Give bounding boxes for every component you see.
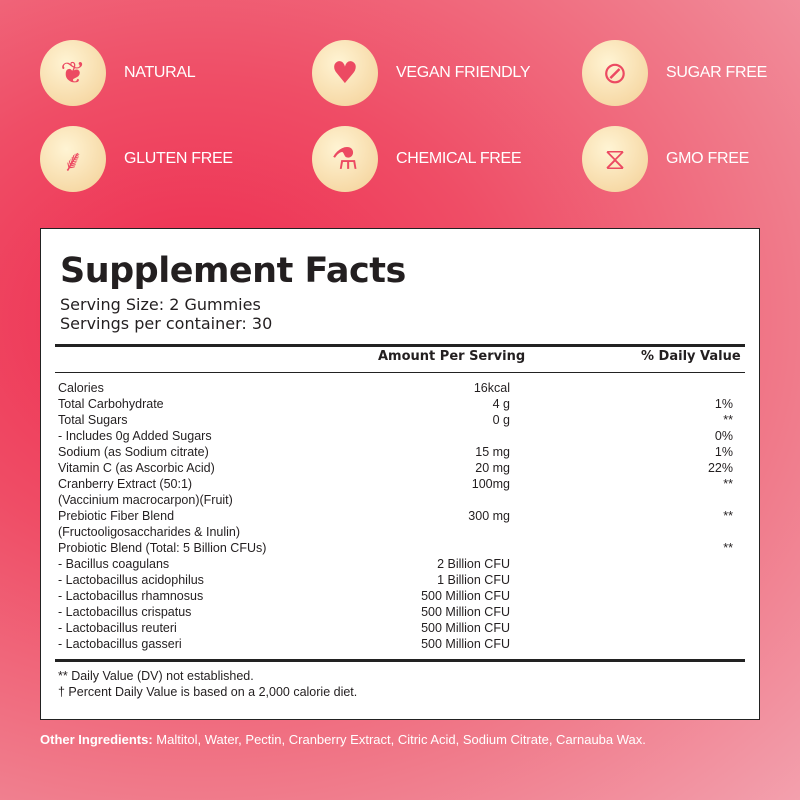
facts-row: Sodium (as Sodium citrate) 15 mg 1% [58, 445, 733, 461]
nutrient-amount: 1 Billion CFU [437, 573, 510, 587]
facts-row: (Fructooligosaccharides & Inulin) [58, 525, 733, 541]
nutrient-name: Calories [58, 381, 104, 395]
nutrient-amount: 16kcal [473, 381, 510, 395]
no-candy-icon: ⊘ [582, 40, 648, 106]
nutrient-amount: 20 mg [475, 461, 510, 475]
other-ingredients-label: Other Ingredients: [40, 732, 153, 747]
nutrient-name: - Includes 0g Added Sugars [58, 429, 212, 443]
facts-row: - Bacillus coagulans 2 Billion CFU [58, 557, 733, 573]
nutrient-name: - Lactobacillus rhamnosus [58, 589, 204, 603]
nutrient-dv: 22% [707, 461, 733, 475]
facts-row: Total Carbohydrate 4 g 1% [58, 397, 733, 413]
nutrient-name: Probiotic Blend (Total: 5 Billion CFUs) [58, 541, 267, 555]
badge-label: GMO FREE [666, 150, 749, 167]
facts-row: Probiotic Blend (Total: 5 Billion CFUs) *… [58, 541, 733, 557]
facts-row: Vitamin C (as Ascorbic Acid) 20 mg 22% [58, 461, 733, 477]
nutrient-name: Total Sugars [58, 413, 128, 427]
facts-row: - Lactobacillus crispatus 500 Million CFU [58, 605, 733, 621]
nutrient-amount: 500 Million CFU [421, 589, 510, 603]
facts-row: - Lactobacillus gasseri 500 Million CFU [58, 637, 733, 653]
footnote-dv: ** Daily Value (DV) not established. [58, 669, 254, 683]
leaf-icon: ❦ [40, 40, 106, 106]
nutrient-amount: 500 Million CFU [421, 637, 510, 651]
nutrient-amount: 300 mg [468, 509, 510, 523]
supplement-facts-panel: Supplement Facts Serving Size: 2 Gummies… [40, 228, 760, 720]
nutrient-dv: 0% [714, 429, 733, 443]
nutrient-amount: 15 mg [475, 445, 510, 459]
nutrient-name: - Lactobacillus reuteri [58, 621, 177, 635]
servings-per-container: Servings per container: 30 [60, 314, 273, 333]
nutrient-name: - Bacillus coagulans [58, 557, 170, 571]
badge: ♥ VEGAN FRIENDLY [312, 40, 531, 106]
badge-label: SUGAR FREE [666, 64, 768, 81]
serving-size: Serving Size: 2 Gummies [60, 295, 261, 314]
nutrient-dv: ** [723, 509, 733, 523]
badge-label: NATURAL [124, 64, 196, 81]
nutrient-amount: 100mg [471, 477, 510, 491]
nutrient-name: Cranberry Extract (50:1) [58, 477, 193, 491]
nutrient-name: - Lactobacillus crispatus [58, 605, 192, 619]
nutrient-dv: 1% [714, 445, 733, 459]
badge: ⊘ SUGAR FREE [582, 40, 767, 106]
nutrient-name: - Lactobacillus gasseri [58, 637, 182, 651]
heart-plant-icon: ♥ [312, 40, 378, 106]
nutrient-amount: 4 g [492, 397, 510, 411]
nutrient-name: (Vaccinium macrocarpon)(Fruit) [58, 493, 233, 507]
nutrient-name: - Lactobacillus acidophilus [58, 573, 204, 587]
nutrient-name: Prebiotic Fiber Blend [58, 509, 175, 523]
facts-row: Prebiotic Fiber Blend 300 mg ** [58, 509, 733, 525]
badge-label: VEGAN FRIENDLY [396, 64, 531, 81]
nutrient-dv: ** [723, 541, 733, 555]
divider [55, 372, 745, 373]
divider [55, 659, 745, 662]
nutrient-dv: ** [723, 477, 733, 491]
facts-row: - Lactobacillus rhamnosus 500 Million CFU [58, 589, 733, 605]
badge: ❦ NATURAL [40, 40, 196, 106]
facts-row: Total Sugars 0 g ** [58, 413, 733, 429]
facts-row: (Vaccinium macrocarpon)(Fruit) [58, 493, 733, 509]
badge-label: GLUTEN FREE [124, 150, 233, 167]
nutrient-amount: 500 Million CFU [421, 621, 510, 635]
badge: ⸙ GLUTEN FREE [40, 126, 233, 192]
test-tube-drop-icon: ⚗ [312, 126, 378, 192]
facts-row: - Lactobacillus reuteri 500 Million CFU [58, 621, 733, 637]
badge: ⧖ GMO FREE [582, 126, 749, 192]
nutrient-dv: 1% [714, 397, 733, 411]
nutrient-amount: 500 Million CFU [421, 605, 510, 619]
badge-label: CHEMICAL FREE [396, 150, 522, 167]
nutrient-amount: 2 Billion CFU [437, 557, 510, 571]
nutrient-dv: ** [723, 413, 733, 427]
badge: ⚗ CHEMICAL FREE [312, 126, 522, 192]
nutrient-name: Total Carbohydrate [58, 397, 164, 411]
col-dv-header: % Daily Value [641, 349, 741, 364]
other-ingredients-text: Maltitol, Water, Pectin, Cranberry Extra… [152, 732, 646, 747]
nutrient-name: Vitamin C (as Ascorbic Acid) [58, 461, 215, 475]
nutrient-amount: 0 g [492, 413, 510, 427]
col-amount-header: Amount Per Serving [378, 349, 526, 364]
facts-title: Supplement Facts [60, 251, 406, 291]
nutrient-name: (Fructooligosaccharides & Inulin) [58, 525, 241, 539]
dna-icon: ⧖ [582, 126, 648, 192]
footnote-calorie: † Percent Daily Value is based on a 2,00… [58, 685, 358, 699]
facts-row: Cranberry Extract (50:1) 100mg ** [58, 477, 733, 493]
divider [55, 344, 745, 347]
facts-row: Calories 16kcal [58, 381, 733, 397]
wheat-icon: ⸙ [40, 126, 106, 192]
nutrient-name: Sodium (as Sodium citrate) [58, 445, 209, 459]
facts-row: - Includes 0g Added Sugars 0% [58, 429, 733, 445]
facts-row: - Lactobacillus acidophilus 1 Billion CFU [58, 573, 733, 589]
other-ingredients: Other Ingredients: Maltitol, Water, Pect… [40, 732, 646, 747]
